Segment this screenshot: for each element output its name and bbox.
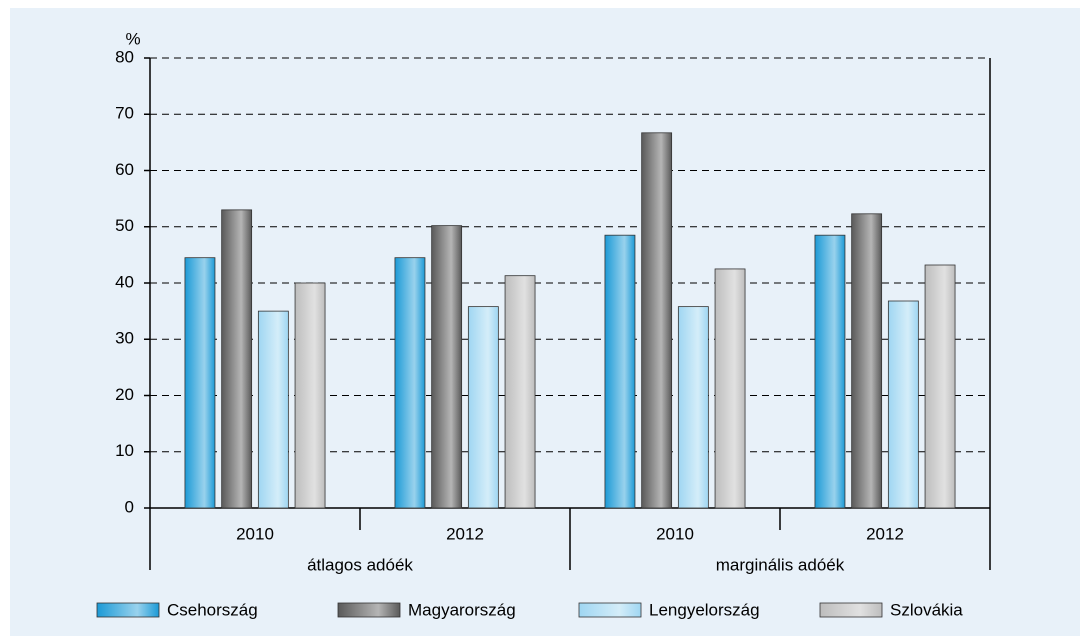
bar (221, 209, 253, 509)
y-tick-label: 20 (115, 385, 134, 404)
bar (294, 282, 326, 509)
x-tick-label: 2012 (446, 524, 484, 543)
y-unit-label: % (125, 29, 140, 48)
x-tick-label: 2010 (236, 524, 274, 543)
legend-swatch (96, 602, 160, 618)
y-tick-label: 10 (115, 441, 134, 460)
bar (504, 275, 536, 509)
legend-swatch (578, 602, 642, 618)
x-tick-label: 2012 (866, 524, 904, 543)
bar (714, 268, 746, 509)
y-tick-label: 80 (115, 47, 134, 66)
bar (467, 306, 499, 509)
y-tick-label: 40 (115, 272, 134, 291)
legend-swatch (819, 602, 883, 618)
group-label: marginális adóék (716, 555, 845, 574)
bar (641, 132, 673, 509)
bar (887, 300, 919, 509)
legend-label: Lengyelország (649, 600, 760, 619)
bar (851, 213, 883, 509)
bar (431, 225, 463, 509)
y-tick-label: 70 (115, 104, 134, 123)
legend-label: Magyarország (408, 600, 516, 619)
y-tick-label: 0 (125, 497, 134, 516)
bar (604, 234, 636, 509)
bar (814, 234, 846, 509)
group-label: átlagos adóék (307, 555, 413, 574)
legend-label: Csehország (167, 600, 258, 619)
bar (394, 257, 426, 509)
bar (677, 306, 709, 509)
x-tick-label: 2010 (656, 524, 694, 543)
bar (924, 264, 956, 509)
bar (257, 310, 289, 509)
y-tick-label: 60 (115, 160, 134, 179)
legend-swatch (337, 602, 401, 618)
legend-label: Szlovákia (890, 600, 963, 619)
y-tick-label: 30 (115, 329, 134, 348)
background (10, 8, 1080, 636)
y-tick-label: 50 (115, 216, 134, 235)
bar (184, 257, 216, 509)
